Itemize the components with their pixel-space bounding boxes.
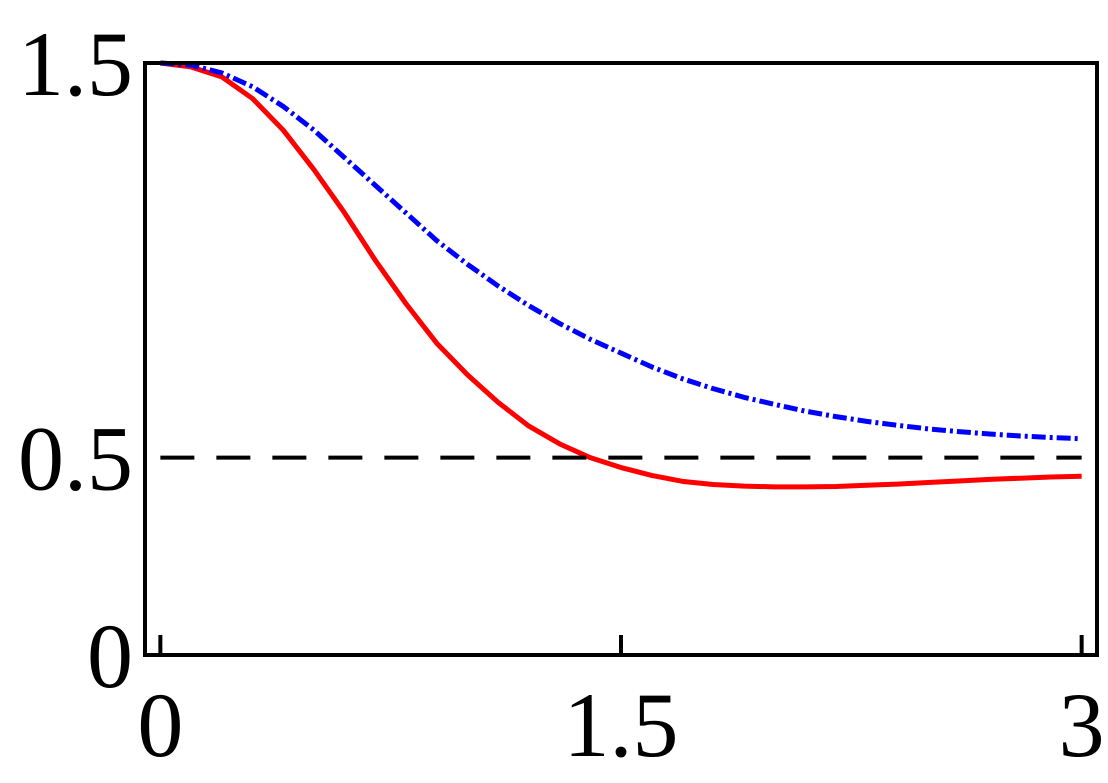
x-tick-label: 0 [137,674,183,776]
tick-layer: 0 1.5 3 0 0.5 1.5 [18,13,1105,776]
series-line-dot-dash [160,60,1082,442]
x-tick-label: 1.5 [564,674,679,776]
y-tick-label: 1.5 [18,13,133,115]
plot-frame [143,61,1099,657]
y-tick-label: 0.5 [18,408,133,510]
y-tick-label: 0 [87,605,133,707]
x-tick-label: 3 [1059,674,1105,776]
series-line-solid [160,60,1082,490]
series-layer [160,60,1082,490]
